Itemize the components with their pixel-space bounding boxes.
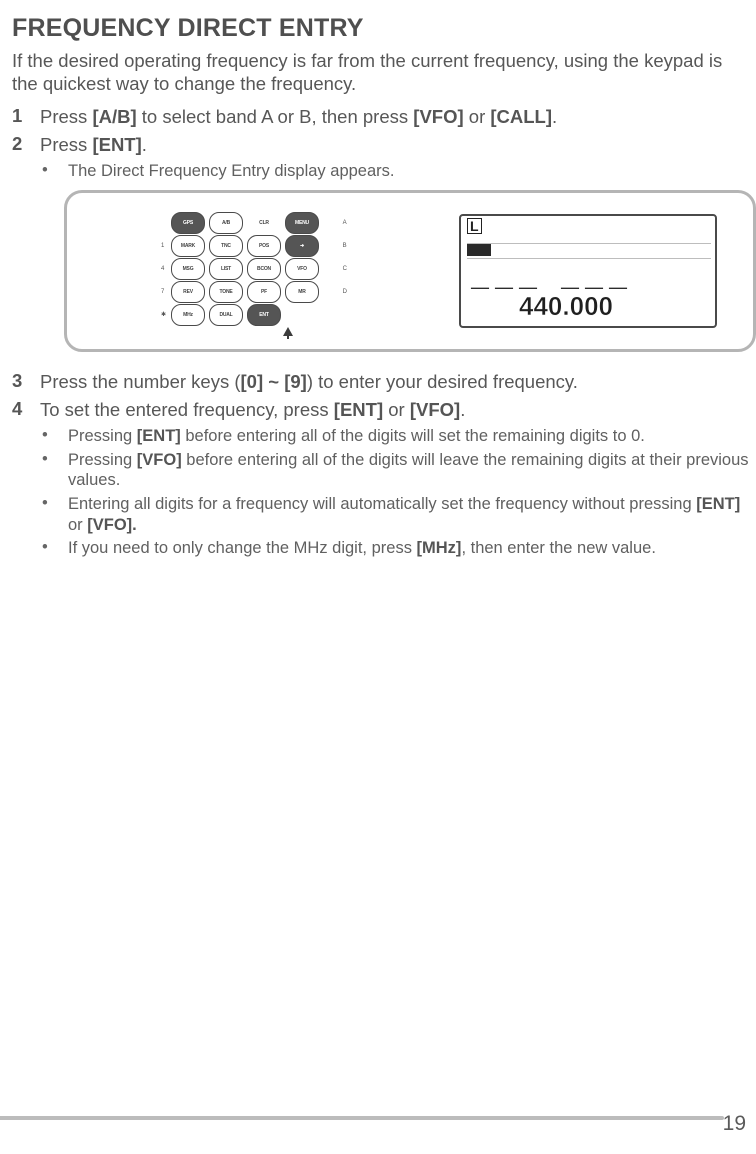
key-vfo: VFO	[285, 258, 319, 280]
intro-paragraph: If the desired operating frequency is fa…	[12, 49, 750, 95]
keypad-illustration: GPS A/B CLR MENU MARK TNC POS ➜ MSG LIST…	[157, 208, 347, 334]
key-ref: [A/B]	[92, 106, 136, 127]
bullet-icon: •	[40, 426, 68, 447]
step-text: Press the number keys ([0] ~ [9]) to ent…	[40, 371, 578, 392]
key-tnc: TNC	[209, 235, 243, 257]
step-text: Press [ENT].	[40, 134, 147, 155]
key-ref: [0] ~ [9]	[241, 371, 307, 392]
lcd-meter	[467, 244, 711, 256]
step-2: 2 Press [ENT]. • The Direct Frequency En…	[12, 133, 750, 366]
key-ref: [ENT]	[92, 134, 141, 155]
key-ref: [CALL]	[490, 106, 552, 127]
lcd-illustration: L ______ 440.000	[459, 214, 717, 328]
key-rev: REV	[171, 281, 205, 303]
sub-text: Pressing [VFO] before entering all of th…	[68, 450, 750, 491]
text: , then enter the new value.	[461, 539, 655, 557]
key-pos: POS	[247, 235, 281, 257]
key-msg: MSG	[171, 258, 205, 280]
sub-item: • If you need to only change the MHz dig…	[40, 538, 750, 559]
figure-frame: GPS A/B CLR MENU MARK TNC POS ➜ MSG LIST…	[64, 190, 756, 352]
text: Press the number keys (	[40, 371, 241, 392]
step-number: 2	[12, 133, 40, 366]
text: If you need to only change the MHz digit…	[68, 539, 417, 557]
bullet-icon: •	[40, 161, 68, 182]
text: ) to enter your desired frequency.	[307, 371, 578, 392]
key-gps: GPS	[171, 212, 205, 234]
sub-text: Pressing [ENT] before entering all of th…	[68, 426, 750, 447]
footer-rule	[0, 1116, 720, 1120]
step-number: 3	[12, 370, 40, 394]
key-nav: ➜	[285, 235, 319, 257]
key-clr: CLR	[247, 212, 281, 234]
step-4: 4 To set the entered frequency, press [E…	[12, 398, 750, 565]
page-title: FREQUENCY DIRECT ENTRY	[12, 14, 750, 43]
text: Pressing	[68, 451, 137, 469]
text: to select band A or B, then press	[137, 106, 414, 127]
sub-list: • The Direct Frequency Entry display app…	[40, 161, 756, 182]
key-ab: A/B	[209, 212, 243, 234]
bullet-icon: •	[40, 450, 68, 491]
lcd-frequency: 440.000	[519, 291, 613, 322]
key-ref: [ENT]	[137, 427, 181, 445]
keypad-right-letters: A B C D	[343, 212, 347, 304]
key-ent: ENT	[247, 304, 281, 326]
text: .	[552, 106, 557, 127]
pointer-arrow-icon	[283, 327, 293, 336]
key-bcon: BCON	[247, 258, 281, 280]
key-ref: [VFO]	[413, 106, 463, 127]
bullet-icon: •	[40, 494, 68, 535]
text: before entering all of the digits will s…	[181, 427, 645, 445]
keypad-left-nums: 1 4 7 ✱	[161, 235, 166, 327]
key-mr: MR	[285, 281, 319, 303]
sub-text: If you need to only change the MHz digit…	[68, 538, 750, 559]
sub-item: • The Direct Frequency Entry display app…	[40, 161, 756, 182]
key-tone: TONE	[209, 281, 243, 303]
text: Pressing	[68, 427, 137, 445]
sub-item: • Pressing [ENT] before entering all of …	[40, 426, 750, 447]
step-text: Press [A/B] to select band A or B, then …	[40, 106, 557, 127]
page-number: 19	[723, 1112, 746, 1136]
sub-text: The Direct Frequency Entry display appea…	[68, 161, 756, 182]
key-dual: DUAL	[209, 304, 243, 326]
step-text: To set the entered frequency, press [ENT…	[40, 399, 465, 420]
key-menu: MENU	[285, 212, 319, 234]
manual-page: FREQUENCY DIRECT ENTRY If the desired op…	[0, 0, 756, 565]
step-number: 1	[12, 105, 40, 129]
key-pf: PF	[247, 281, 281, 303]
text: .	[142, 134, 147, 155]
text: .	[460, 399, 465, 420]
sub-item: • Pressing [VFO] before entering all of …	[40, 450, 750, 491]
text: Press	[40, 106, 92, 127]
key-ref: [MHz]	[417, 539, 462, 557]
sub-text: Entering all digits for a frequency will…	[68, 494, 750, 535]
step-1: 1 Press [A/B] to select band A or B, the…	[12, 105, 750, 129]
key-ref: [ENT]	[334, 399, 383, 420]
sub-item: • Entering all digits for a frequency wi…	[40, 494, 750, 535]
bullet-icon: •	[40, 538, 68, 559]
key-ref: [ENT]	[696, 495, 740, 513]
text: or	[383, 399, 410, 420]
text: Entering all digits for a frequency will…	[68, 495, 696, 513]
text: To set the entered frequency, press	[40, 399, 334, 420]
sub-list: • Pressing [ENT] before entering all of …	[40, 426, 750, 559]
step-3: 3 Press the number keys ([0] ~ [9]) to e…	[12, 370, 750, 394]
text: or	[464, 106, 491, 127]
key-mark: MARK	[171, 235, 205, 257]
key-ref: [VFO]	[137, 451, 182, 469]
key-mhz: MHz	[171, 304, 205, 326]
text: or	[68, 516, 87, 534]
key-ref: [VFO].	[87, 516, 137, 534]
step-list: 1 Press [A/B] to select band A or B, the…	[12, 105, 750, 565]
key-ref: [VFO]	[410, 399, 460, 420]
key-list: LIST	[209, 258, 243, 280]
lcd-marker: L	[467, 218, 482, 234]
step-number: 4	[12, 398, 40, 565]
text: Press	[40, 134, 92, 155]
